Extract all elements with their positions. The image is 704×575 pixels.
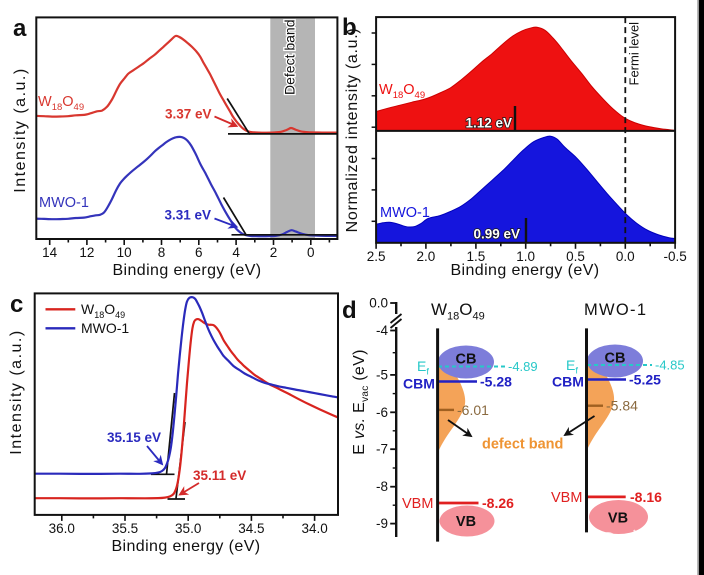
svg-text:35.0: 35.0	[175, 521, 201, 536]
svg-text:-9: -9	[376, 516, 388, 531]
svg-text:3.31 eV: 3.31 eV	[164, 208, 211, 223]
svg-text:CB: CB	[456, 352, 477, 368]
svg-text:-4.89: -4.89	[508, 359, 538, 374]
svg-text:0.5: 0.5	[566, 249, 585, 264]
svg-text:-5: -5	[376, 367, 388, 382]
svg-text:34.0: 34.0	[301, 521, 327, 536]
svg-text:Intensity (a.u.): Intensity (a.u.)	[8, 329, 25, 454]
svg-text:MWO-1: MWO-1	[81, 320, 129, 336]
svg-text:-5.25: -5.25	[629, 372, 661, 388]
svg-text:defect band: defect band	[482, 437, 563, 453]
svg-text:4: 4	[232, 245, 240, 260]
svg-text:E vs. Evac (eV): E vs. Evac (eV)	[351, 349, 371, 454]
svg-text:MWO-1: MWO-1	[380, 205, 430, 221]
svg-text:-7: -7	[376, 442, 388, 457]
svg-text:CBM: CBM	[403, 376, 435, 392]
svg-text:W18O49: W18O49	[81, 301, 125, 320]
svg-text:W18O49: W18O49	[38, 94, 84, 113]
svg-text:-5.28: -5.28	[480, 374, 512, 390]
svg-text:14: 14	[42, 245, 58, 260]
svg-text:1.12 eV: 1.12 eV	[465, 116, 512, 131]
svg-text:Defect band: Defect band	[282, 20, 298, 96]
svg-text:8: 8	[158, 245, 166, 260]
svg-text:Ef: Ef	[566, 357, 578, 377]
svg-text:c: c	[10, 291, 23, 318]
svg-text:2: 2	[270, 245, 278, 260]
svg-text:-8.26: -8.26	[482, 495, 514, 511]
svg-text:12: 12	[79, 245, 94, 260]
svg-text:-6.01: -6.01	[457, 402, 489, 418]
svg-text:0.0: 0.0	[616, 249, 635, 264]
svg-text:1.5: 1.5	[467, 249, 486, 264]
svg-text:VB: VB	[456, 514, 476, 530]
svg-text:6: 6	[195, 245, 203, 260]
svg-text:34.5: 34.5	[238, 521, 264, 536]
svg-text:2.0: 2.0	[417, 249, 436, 264]
svg-text:Normalized intensity (a.u.): Normalized intensity (a.u.)	[344, 28, 361, 233]
svg-text:MWO-1: MWO-1	[39, 195, 89, 211]
svg-text:VBM: VBM	[551, 490, 582, 506]
svg-text:Binding energy (eV): Binding energy (eV)	[111, 538, 260, 555]
svg-text:1.0: 1.0	[516, 249, 535, 264]
svg-text:W18O49: W18O49	[431, 300, 485, 323]
svg-text:Binding energy (eV): Binding energy (eV)	[112, 262, 261, 279]
svg-text:VB: VB	[608, 511, 628, 527]
svg-text:36.0: 36.0	[49, 521, 75, 536]
svg-text:35.15 eV: 35.15 eV	[107, 430, 161, 445]
svg-text:-5.84: -5.84	[606, 398, 638, 414]
svg-text:35.11 eV: 35.11 eV	[193, 468, 246, 483]
svg-text:Ef: Ef	[417, 358, 429, 378]
svg-text:35.5: 35.5	[112, 521, 138, 536]
svg-text:Fermi level: Fermi level	[627, 22, 642, 86]
svg-text:CB: CB	[605, 351, 626, 367]
svg-text:CBM: CBM	[552, 374, 584, 390]
svg-text:2.5: 2.5	[367, 249, 386, 264]
svg-text:-0.5: -0.5	[663, 249, 686, 264]
svg-text:3.37 eV: 3.37 eV	[165, 107, 212, 122]
svg-text:Binding energy (eV): Binding energy (eV)	[450, 262, 599, 279]
svg-text:0.0: 0.0	[369, 296, 388, 311]
svg-text:0: 0	[307, 245, 315, 260]
svg-text:Intensity (a.u.): Intensity (a.u.)	[12, 67, 29, 192]
svg-text:10: 10	[117, 245, 132, 260]
svg-text:-8: -8	[376, 479, 388, 494]
svg-text:W18O49: W18O49	[379, 82, 425, 101]
svg-text:0.99 eV: 0.99 eV	[473, 227, 520, 242]
svg-text:-6: -6	[376, 405, 388, 420]
svg-text:a: a	[13, 15, 27, 42]
svg-text:-4.85: -4.85	[655, 358, 685, 373]
svg-text:-4: -4	[376, 323, 388, 338]
svg-text:VBM: VBM	[402, 496, 433, 512]
svg-text:MWO-1: MWO-1	[584, 301, 647, 319]
svg-text:b: b	[342, 14, 357, 41]
svg-text:-8.16: -8.16	[630, 489, 662, 505]
svg-text:d: d	[342, 297, 357, 324]
